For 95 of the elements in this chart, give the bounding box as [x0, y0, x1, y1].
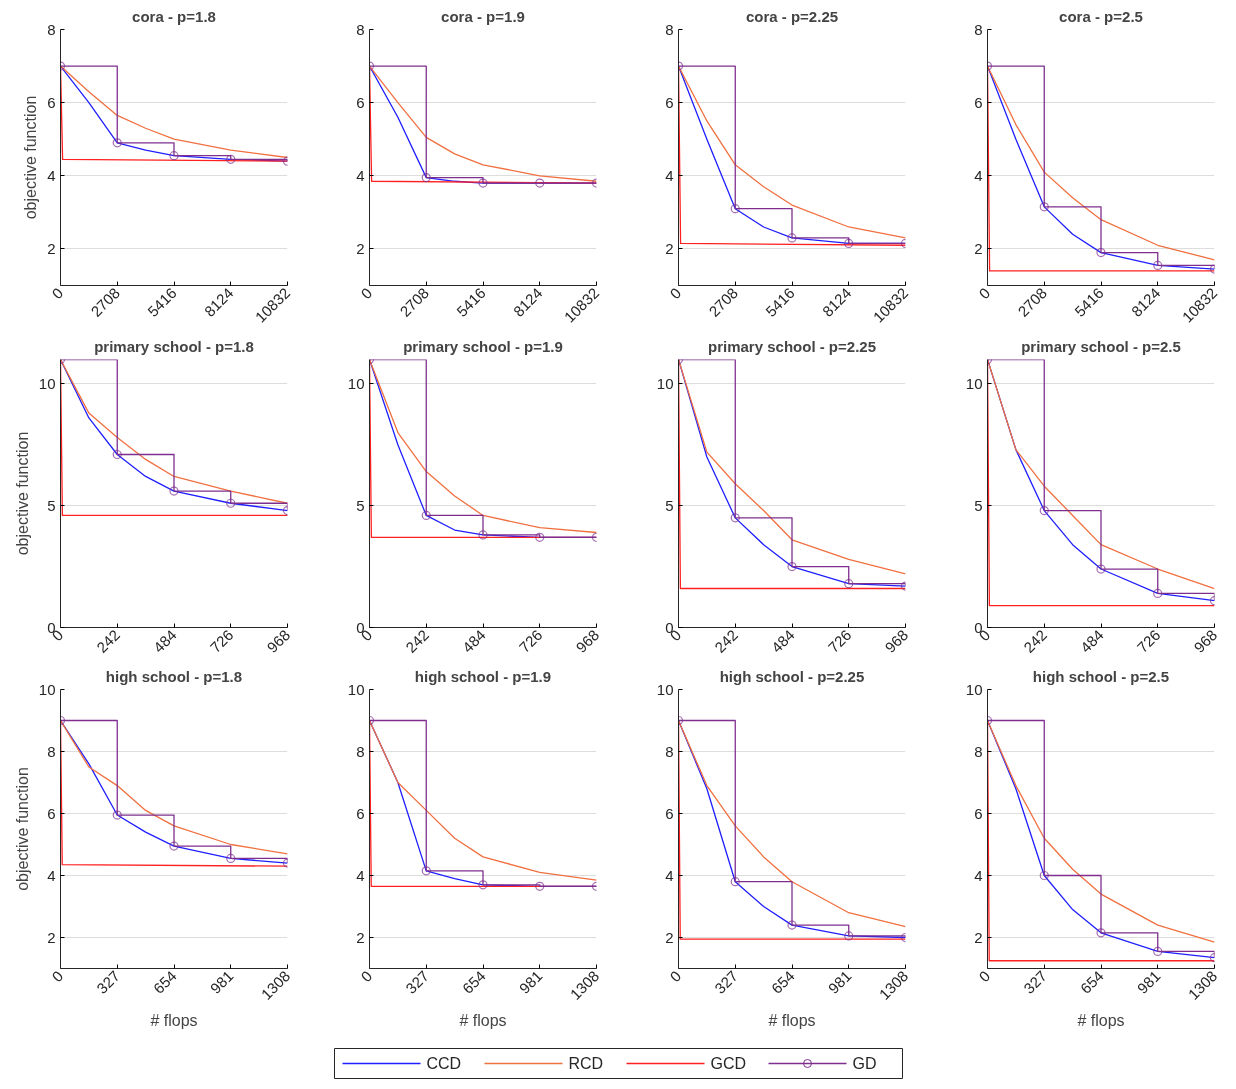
x-tick-label: 327 [93, 967, 123, 997]
y-tick-label: 5 [47, 496, 56, 514]
y-tick-label: 4 [356, 866, 365, 884]
y-tick-label: 2 [356, 928, 365, 946]
y-tick-label: 10 [965, 680, 983, 698]
x-tick-label: 726 [824, 626, 855, 656]
x-axis-title: # flops [459, 1012, 507, 1030]
x-tick-label: 484 [767, 626, 798, 656]
y-tick-label: 6 [47, 804, 56, 822]
x-tick-label: 242 [402, 626, 432, 656]
x-tick-label: 968 [1190, 626, 1221, 656]
y-axis-title: objective function [22, 95, 40, 220]
legend-label: CCD [426, 1055, 462, 1072]
x-tick-label: 981 [206, 967, 237, 997]
chart-title: primary school - p=2.5 [1021, 337, 1181, 355]
y-tick-label: 2 [974, 928, 983, 946]
x-tick-label: 327 [1020, 967, 1050, 997]
x-tick-label: 327 [711, 967, 741, 997]
chart-title: high school - p=2.5 [1032, 667, 1170, 685]
x-axis-title: # flops [150, 1012, 198, 1030]
chart-title: cora - p=2.5 [1059, 7, 1143, 25]
x-tick-label: 981 [1133, 967, 1164, 997]
y-tick-label: 2 [974, 239, 983, 257]
y-tick-label: 8 [974, 742, 983, 760]
y-tick-label: 8 [665, 742, 674, 760]
y-tick-label: 2 [665, 928, 674, 946]
y-tick-label: 4 [665, 866, 674, 884]
legend-label: GCD [710, 1055, 747, 1072]
y-tick-label: 6 [665, 93, 674, 111]
y-tick-label: 10 [347, 680, 365, 698]
chart-title: high school - p=1.8 [105, 667, 243, 685]
y-tick-label: 8 [47, 20, 56, 38]
x-tick-label: 242 [1020, 626, 1050, 656]
y-tick-label: 5 [974, 496, 983, 514]
y-tick-label: 4 [665, 166, 674, 184]
x-tick-label: 654 [149, 967, 180, 997]
legend-label: GD [852, 1055, 877, 1072]
y-tick-label: 10 [656, 680, 674, 698]
y-tick-label: 8 [356, 742, 365, 760]
chart-title: primary school - p=1.9 [403, 337, 563, 355]
x-tick-label: 327 [402, 967, 432, 997]
x-tick-label: 968 [263, 626, 294, 656]
x-axis-title: # flops [1077, 1012, 1125, 1030]
x-tick-label: 654 [767, 967, 798, 997]
y-tick-label: 8 [356, 20, 365, 38]
y-axis-title: objective function [13, 431, 31, 556]
x-axis-title: # flops [768, 1012, 816, 1030]
y-tick-label: 10 [965, 374, 983, 392]
y-tick-label: 6 [974, 804, 983, 822]
x-tick-label: 484 [458, 626, 489, 656]
x-tick-label: 484 [1076, 626, 1107, 656]
chart-title: primary school - p=2.25 [708, 337, 876, 355]
x-tick-label: 726 [515, 626, 546, 656]
y-axis-title: objective function [13, 767, 31, 891]
x-tick-label: 968 [572, 626, 603, 656]
y-tick-label: 2 [665, 239, 674, 257]
chart-title: cora - p=1.9 [441, 7, 525, 25]
y-tick-label: 8 [974, 20, 983, 38]
x-tick-label: 654 [1076, 967, 1107, 997]
y-tick-label: 4 [356, 166, 365, 184]
x-tick-label: 242 [93, 626, 123, 656]
chart-title: high school - p=2.25 [719, 667, 865, 685]
y-tick-label: 4 [974, 166, 983, 184]
x-tick-label: 981 [515, 967, 546, 997]
y-tick-label: 10 [347, 374, 365, 392]
y-tick-label: 6 [356, 804, 365, 822]
chart-title: primary school - p=1.8 [94, 337, 254, 355]
y-tick-label: 8 [665, 20, 674, 38]
y-tick-label: 5 [356, 496, 365, 514]
y-tick-label: 2 [47, 239, 56, 257]
y-tick-label: 6 [665, 804, 674, 822]
x-tick-label: 242 [711, 626, 741, 656]
y-tick-label: 4 [974, 866, 983, 884]
y-tick-label: 10 [38, 680, 56, 698]
y-tick-label: 5 [665, 496, 674, 514]
x-tick-label: 981 [824, 967, 855, 997]
y-tick-label: 2 [47, 928, 56, 946]
y-tick-label: 2 [356, 239, 365, 257]
x-tick-label: 968 [881, 626, 912, 656]
legend-label: RCD [568, 1055, 604, 1072]
y-tick-label: 8 [47, 742, 56, 760]
x-tick-label: 484 [149, 626, 180, 656]
chart-title: cora - p=1.8 [132, 7, 216, 25]
chart-title: cora - p=2.25 [745, 7, 839, 25]
y-tick-label: 10 [656, 374, 674, 392]
y-tick-label: 4 [47, 166, 56, 184]
y-tick-label: 4 [47, 866, 56, 884]
y-tick-label: 6 [974, 93, 983, 111]
y-tick-label: 6 [47, 93, 56, 111]
y-tick-label: 6 [356, 93, 365, 111]
x-tick-label: 726 [1133, 626, 1164, 656]
x-tick-label: 654 [458, 967, 489, 997]
y-tick-label: 10 [38, 374, 56, 392]
x-tick-label: 726 [206, 626, 237, 656]
chart-title: high school - p=1.9 [414, 667, 552, 685]
